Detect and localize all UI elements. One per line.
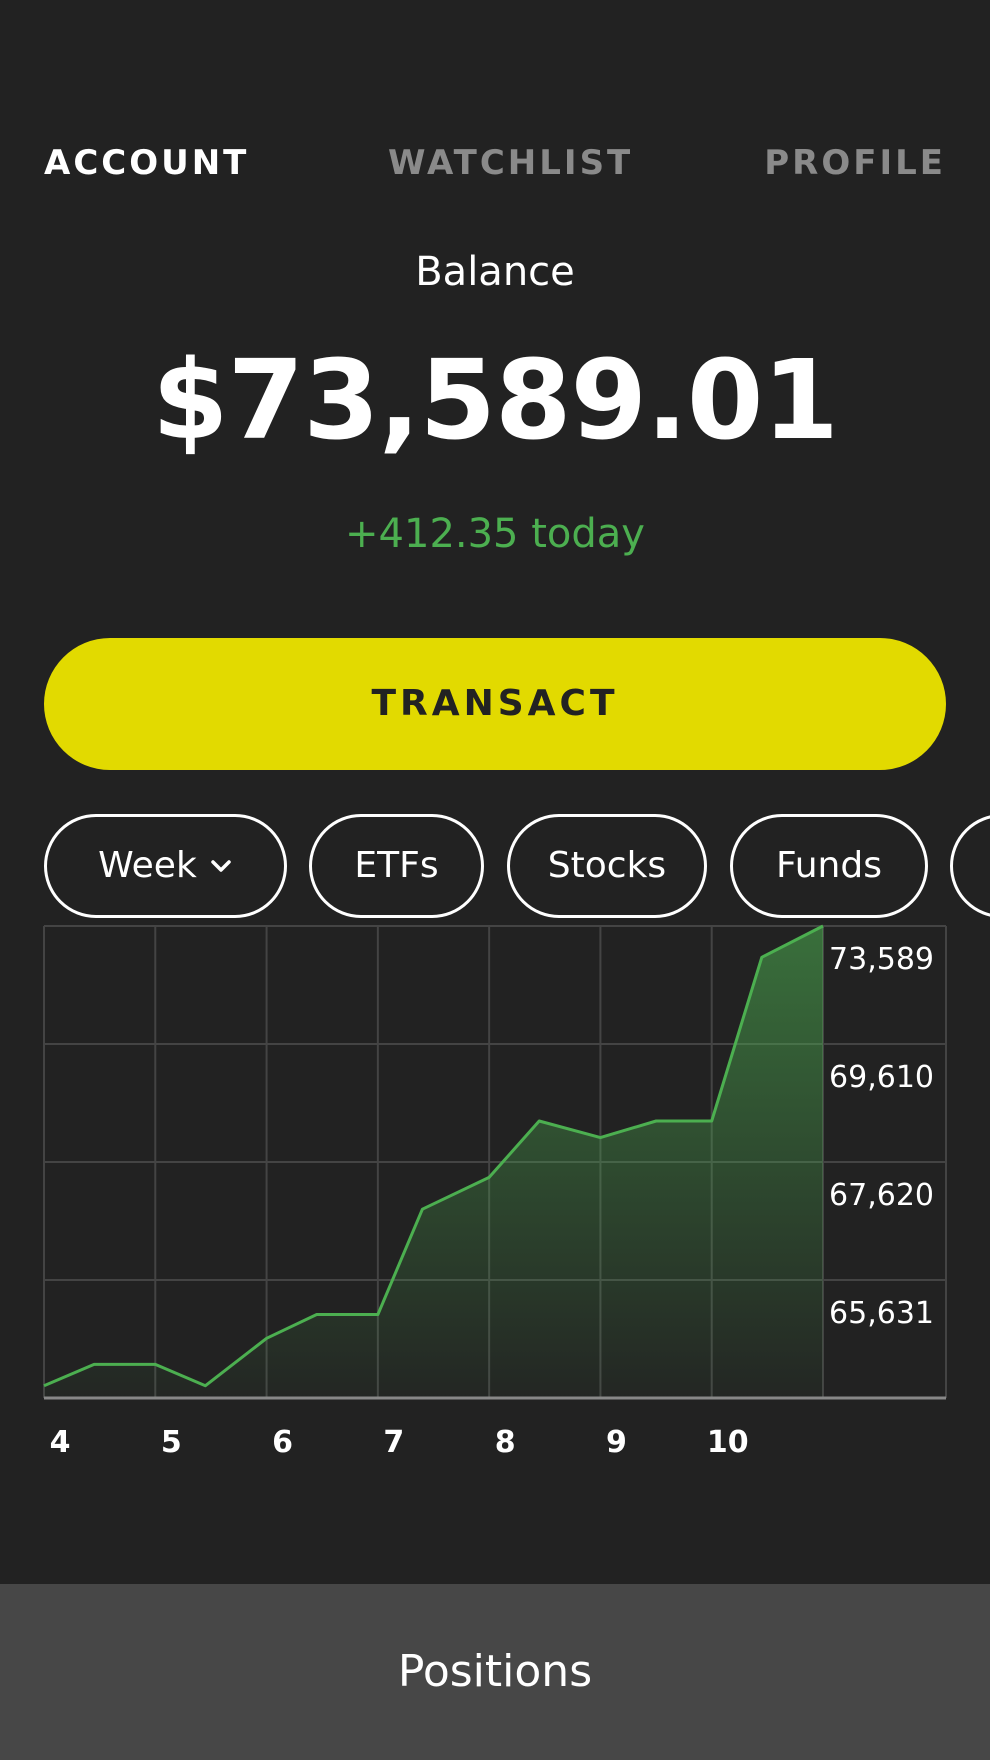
x-tick-label: 8 [495, 1425, 516, 1460]
chart-series-line [43, 924, 824, 1388]
chip-funds[interactable]: Funds [730, 814, 928, 918]
x-tick-label: 6 [272, 1425, 293, 1460]
x-tick-label: 7 [383, 1425, 404, 1460]
top-tabs: ACCOUNT WATCHLIST PROFILE [44, 138, 946, 188]
chart-svg: 73,589 69,610 67,620 65,631 4 5 6 7 8 9 10 [43, 924, 947, 1460]
y-tick-label: 73,589 [829, 942, 934, 977]
balance-chart: 73,589 69,610 67,620 65,631 4 5 6 7 8 9 10 [0, 924, 990, 1484]
y-tick-label: 67,620 [829, 1178, 934, 1213]
y-tick-label: 69,610 [829, 1060, 934, 1095]
transact-button[interactable]: TRANSACT [44, 638, 946, 770]
period-dropdown[interactable]: Week [44, 814, 287, 918]
x-tick-label: 10 [707, 1425, 749, 1460]
chip-stocks[interactable]: Stocks [507, 814, 707, 918]
tab-account[interactable]: ACCOUNT [44, 143, 250, 183]
x-tick-label: 4 [50, 1425, 71, 1460]
balance-amount: $73,589.01 [152, 336, 839, 464]
chip-etfs[interactable]: ETFs [309, 814, 484, 918]
chevron-down-icon [211, 860, 231, 872]
tab-watchlist[interactable]: WATCHLIST [388, 143, 634, 183]
tab-profile[interactable]: PROFILE [764, 143, 946, 183]
x-tick-label: 9 [606, 1425, 627, 1460]
y-tick-label: 65,631 [829, 1296, 934, 1331]
balance-change: +412.35 today [345, 511, 645, 557]
period-label: Week [98, 845, 197, 886]
balance-label: Balance [415, 249, 575, 295]
chart-area-fill [44, 926, 823, 1398]
x-tick-label: 5 [161, 1425, 182, 1460]
positions-bar[interactable]: Positions [0, 1584, 990, 1760]
chip-more[interactable] [950, 814, 990, 918]
filter-chips: Week ETFs Stocks Funds [0, 814, 990, 924]
